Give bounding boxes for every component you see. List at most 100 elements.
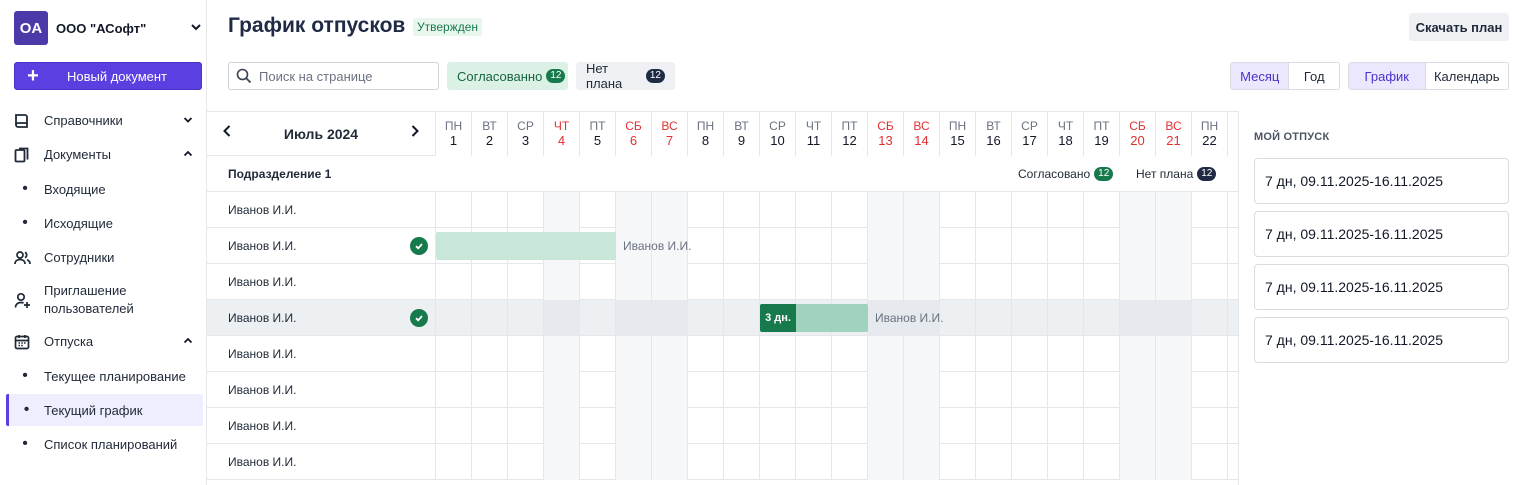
day-cell[interactable] [580, 408, 616, 444]
day-cell[interactable] [508, 264, 544, 300]
day-cell[interactable] [868, 192, 904, 228]
day-cell[interactable] [832, 192, 868, 228]
day-cell[interactable] [1048, 408, 1084, 444]
day-cell[interactable] [1048, 192, 1084, 228]
new-document-button[interactable]: + Новый документ [14, 62, 202, 90]
sidebar-item-documents[interactable]: Документы [0, 144, 203, 166]
day-cell[interactable] [796, 372, 832, 408]
day-cell[interactable] [616, 192, 652, 228]
day-cell[interactable] [508, 336, 544, 372]
day-cell[interactable] [1084, 336, 1120, 372]
day-cell[interactable] [616, 228, 652, 264]
day-cell[interactable] [1120, 192, 1156, 228]
day-cell[interactable] [652, 444, 688, 480]
day-cell[interactable] [1084, 192, 1120, 228]
sidebar-item-employees[interactable]: Сотрудники [0, 247, 203, 269]
day-cell[interactable] [580, 264, 616, 300]
day-cell[interactable] [652, 192, 688, 228]
day-cell[interactable] [652, 300, 688, 336]
day-cell[interactable] [436, 336, 472, 372]
day-cell[interactable] [580, 300, 616, 336]
day-cell[interactable] [940, 408, 976, 444]
day-cell[interactable] [760, 444, 796, 480]
day-cell[interactable] [688, 372, 724, 408]
day-cell[interactable] [940, 192, 976, 228]
day-cell[interactable] [1012, 228, 1048, 264]
day-cell[interactable] [1120, 336, 1156, 372]
day-cell[interactable] [976, 336, 1012, 372]
day-cell[interactable] [796, 408, 832, 444]
day-cell[interactable] [976, 264, 1012, 300]
day-cell[interactable] [544, 192, 580, 228]
day-cell[interactable] [940, 336, 976, 372]
day-cell[interactable] [796, 444, 832, 480]
day-cell[interactable] [688, 408, 724, 444]
day-cell[interactable] [976, 192, 1012, 228]
day-cell[interactable] [688, 228, 724, 264]
sidebar-item-vacations[interactable]: Отпуска [0, 331, 203, 353]
vacation-card[interactable]: 7 дн, 09.11.2025-16.11.2025 [1254, 158, 1509, 204]
day-cell[interactable] [724, 228, 760, 264]
vacation-bar[interactable]: 3 дн. [760, 304, 868, 332]
day-cell[interactable] [544, 372, 580, 408]
day-cell[interactable] [580, 444, 616, 480]
day-cell[interactable] [1192, 372, 1228, 408]
day-cell[interactable] [508, 300, 544, 336]
day-cell[interactable] [868, 408, 904, 444]
day-cell[interactable] [1156, 444, 1192, 480]
day-cell[interactable] [688, 336, 724, 372]
download-plan-button[interactable]: Скачать план [1409, 13, 1509, 41]
day-cell[interactable] [652, 336, 688, 372]
day-cell[interactable] [1156, 336, 1192, 372]
day-cell[interactable] [868, 300, 904, 336]
day-cell[interactable] [544, 264, 580, 300]
day-cell[interactable] [436, 192, 472, 228]
day-cell[interactable] [652, 228, 688, 264]
day-cell[interactable] [940, 372, 976, 408]
org-switcher[interactable]: OA ООО "АСофт" [14, 11, 204, 45]
day-cell[interactable] [832, 444, 868, 480]
day-cell[interactable] [436, 264, 472, 300]
day-cell[interactable] [832, 228, 868, 264]
sidebar-item-current-schedule[interactable]: • Текущий график [6, 394, 203, 426]
day-cell[interactable] [616, 444, 652, 480]
day-cell[interactable] [1120, 444, 1156, 480]
day-cell[interactable] [1120, 408, 1156, 444]
day-cell[interactable] [976, 408, 1012, 444]
day-cell[interactable] [832, 264, 868, 300]
filter-agreed-button[interactable]: Согласованно 12 [447, 62, 568, 90]
day-cell[interactable] [760, 336, 796, 372]
employee-row[interactable]: Иванов И.И. [207, 192, 1238, 228]
day-cell[interactable] [1192, 444, 1228, 480]
day-cell[interactable] [904, 444, 940, 480]
sidebar-item-planning-list[interactable]: • Список планирований [6, 428, 203, 460]
day-cell[interactable] [1084, 228, 1120, 264]
sidebar-item-current-planning[interactable]: • Текущее планирование [6, 360, 203, 392]
day-cell[interactable] [904, 264, 940, 300]
day-cell[interactable] [1192, 336, 1228, 372]
day-cell[interactable] [1192, 408, 1228, 444]
sidebar-item-invite-users[interactable]: Приглашение пользователей [0, 281, 203, 319]
sidebar-item-directories[interactable]: Справочники [0, 110, 203, 132]
employee-row[interactable]: Иванов И.И. [207, 264, 1238, 300]
employee-row[interactable]: Иванов И.И. [207, 372, 1238, 408]
day-cell[interactable] [940, 264, 976, 300]
day-cell[interactable] [976, 372, 1012, 408]
view-calendar-button[interactable]: Календарь [1433, 68, 1500, 84]
day-cell[interactable] [1192, 192, 1228, 228]
day-cell[interactable] [616, 336, 652, 372]
day-cell[interactable] [940, 300, 976, 336]
day-cell[interactable] [1192, 228, 1228, 264]
day-cell[interactable] [508, 372, 544, 408]
day-cell[interactable] [1048, 228, 1084, 264]
chevron-right-icon[interactable] [395, 124, 435, 143]
day-cell[interactable] [760, 372, 796, 408]
day-cell[interactable] [904, 228, 940, 264]
employee-row[interactable]: Иванов И.И. [207, 336, 1238, 372]
day-cell[interactable] [1084, 444, 1120, 480]
day-cell[interactable] [472, 444, 508, 480]
employee-row[interactable]: Иванов И.И. Иванов И.И. [207, 228, 1238, 264]
day-cell[interactable] [904, 408, 940, 444]
day-cell[interactable] [1192, 264, 1228, 300]
day-cell[interactable] [1084, 264, 1120, 300]
